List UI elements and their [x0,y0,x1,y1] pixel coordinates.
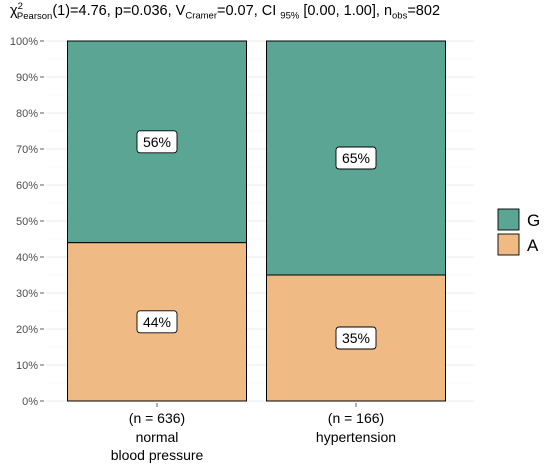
bar-label-box [335,146,377,170]
bar-data-label: 35% [342,330,370,346]
y-tick-label: 90% [16,72,38,84]
y-tick-label: 10% [16,360,38,372]
x-category-count: (n = 166) [328,410,384,426]
y-tick-label: 0% [22,396,38,408]
bar-label-box [136,310,178,334]
legend-key-G [497,208,520,231]
bar-data-label: 44% [143,314,171,330]
x-category-label: normal [136,429,179,445]
y-tick-label: 20% [16,324,38,336]
bar-data-label: 65% [342,150,370,166]
x-category-count: (n = 636) [129,410,185,426]
chart-subtitle: χ2Pearson(1)=4.76, p=0.036, VCramer=0.07… [10,1,441,22]
bar-data-label: 56% [143,134,171,150]
x-category-label: hypertension [316,429,396,445]
y-tick-label: 50% [16,216,38,228]
legend-label: A [527,236,539,255]
legend-label: G [527,211,540,230]
y-tick-label: 80% [16,108,38,120]
x-category-label: blood pressure [111,447,204,463]
y-tick-label: 60% [16,180,38,192]
bar-label-box [136,130,178,154]
legend-key-A [497,233,520,256]
y-tick-label: 100% [10,36,38,48]
y-tick-label: 30% [16,288,38,300]
bar-label-box [335,326,377,350]
y-tick-label: 70% [16,144,38,156]
y-tick-label: 40% [16,252,38,264]
